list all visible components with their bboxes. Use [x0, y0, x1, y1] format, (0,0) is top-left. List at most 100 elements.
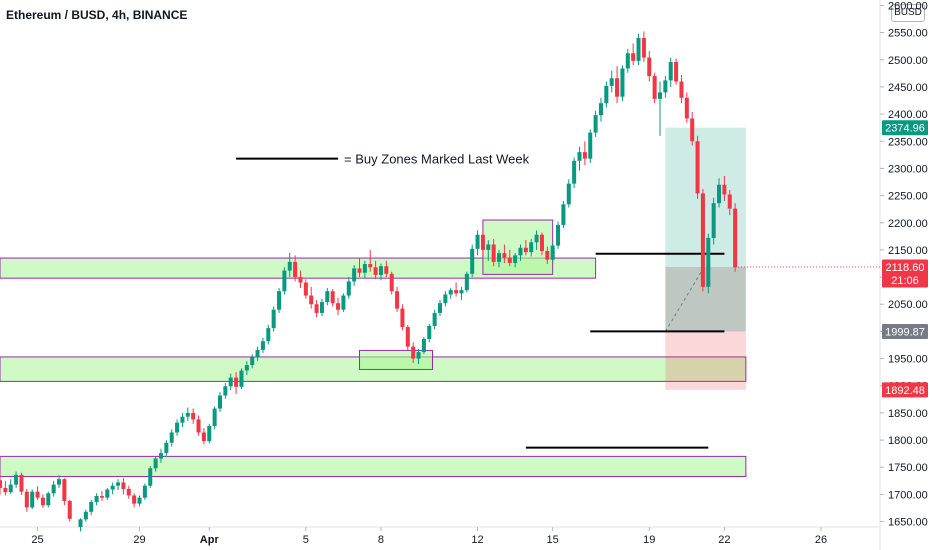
candle[interactable] [175, 419, 180, 436]
candle[interactable] [293, 255, 298, 282]
candle[interactable] [700, 189, 705, 292]
candle[interactable] [497, 249, 502, 268]
candle[interactable] [207, 423, 212, 444]
candle[interactable] [598, 97, 603, 122]
candle[interactable] [148, 466, 153, 488]
candle[interactable] [142, 483, 147, 500]
candle[interactable] [121, 478, 126, 495]
candle[interactable] [534, 230, 539, 250]
candle[interactable] [287, 252, 292, 278]
candle[interactable] [421, 336, 426, 355]
candle[interactable] [14, 471, 19, 488]
candle[interactable] [110, 482, 115, 495]
candle[interactable] [180, 412, 185, 428]
candle[interactable] [690, 111, 695, 146]
candle[interactable] [298, 270, 303, 288]
candle[interactable] [196, 415, 201, 436]
candle[interactable] [277, 287, 282, 313]
candle[interactable] [641, 31, 646, 62]
candle[interactable] [529, 239, 534, 257]
candle[interactable] [330, 289, 335, 307]
candle[interactable] [427, 323, 432, 343]
candle[interactable] [126, 485, 131, 499]
candle[interactable] [561, 201, 566, 229]
candle[interactable] [657, 81, 663, 136]
candle[interactable] [153, 456, 158, 472]
candle[interactable] [105, 487, 110, 500]
candle[interactable] [695, 135, 700, 199]
candle[interactable] [260, 337, 265, 354]
candle[interactable] [223, 383, 228, 399]
candle[interactable] [615, 66, 620, 104]
candle[interactable] [8, 479, 13, 494]
candle[interactable] [217, 392, 223, 412]
candle[interactable] [620, 65, 625, 102]
candle[interactable] [89, 499, 94, 516]
candle[interactable] [550, 243, 555, 262]
candle[interactable] [588, 129, 593, 163]
candle[interactable] [132, 493, 137, 508]
candle[interactable] [378, 263, 383, 281]
candle[interactable] [572, 157, 577, 188]
candle[interactable] [577, 146, 582, 171]
candle[interactable] [325, 287, 330, 306]
candle[interactable] [454, 282, 459, 297]
candle[interactable] [470, 244, 475, 278]
candle[interactable] [0, 474, 3, 495]
candle[interactable] [518, 244, 523, 261]
candle[interactable] [389, 271, 394, 295]
candle[interactable] [523, 240, 528, 256]
candle[interactable] [57, 475, 62, 488]
candle[interactable] [582, 141, 587, 166]
candle[interactable] [234, 372, 239, 394]
candle[interactable] [201, 428, 206, 445]
candle[interactable] [158, 448, 163, 463]
candle[interactable] [733, 203, 738, 272]
candle[interactable] [137, 495, 142, 507]
candle[interactable] [475, 230, 480, 256]
price-tag[interactable]: 2374.96 [882, 120, 928, 136]
candle[interactable] [303, 279, 308, 299]
candle[interactable] [62, 478, 67, 506]
candle[interactable] [282, 267, 287, 295]
candle[interactable] [83, 509, 88, 522]
candle[interactable] [99, 491, 104, 501]
buy-zone-3[interactable] [0, 455, 747, 477]
candle[interactable] [593, 110, 598, 137]
candle[interactable] [346, 277, 351, 299]
candle[interactable] [486, 240, 491, 261]
candle[interactable] [19, 472, 24, 495]
candle[interactable] [239, 368, 244, 390]
candle[interactable] [314, 299, 319, 318]
currency-label[interactable]: BUSD [891, 4, 925, 22]
candle[interactable] [432, 309, 437, 330]
candle[interactable] [169, 429, 174, 447]
candle[interactable] [717, 178, 722, 208]
candle[interactable] [411, 342, 416, 363]
candle[interactable] [706, 233, 711, 294]
candle[interactable] [609, 70, 614, 93]
candle[interactable] [647, 51, 652, 82]
candle[interactable] [94, 493, 99, 506]
candle[interactable] [185, 407, 190, 422]
candle[interactable] [24, 488, 29, 512]
candle[interactable] [266, 324, 271, 345]
candle[interactable] [604, 81, 609, 108]
candle[interactable] [35, 486, 40, 500]
candle[interactable] [51, 480, 56, 497]
candle[interactable] [448, 287, 453, 299]
candle[interactable] [78, 518, 83, 532]
candle[interactable] [319, 298, 324, 317]
candle[interactable] [46, 491, 51, 508]
candle[interactable] [416, 348, 421, 365]
candle[interactable] [116, 479, 121, 491]
candle[interactable] [336, 297, 341, 316]
candle[interactable] [625, 48, 630, 73]
candle[interactable] [191, 408, 196, 424]
candle[interactable] [244, 361, 249, 375]
candle[interactable] [711, 197, 716, 245]
candle[interactable] [727, 190, 732, 216]
candle[interactable] [228, 373, 233, 391]
candle[interactable] [164, 440, 169, 457]
